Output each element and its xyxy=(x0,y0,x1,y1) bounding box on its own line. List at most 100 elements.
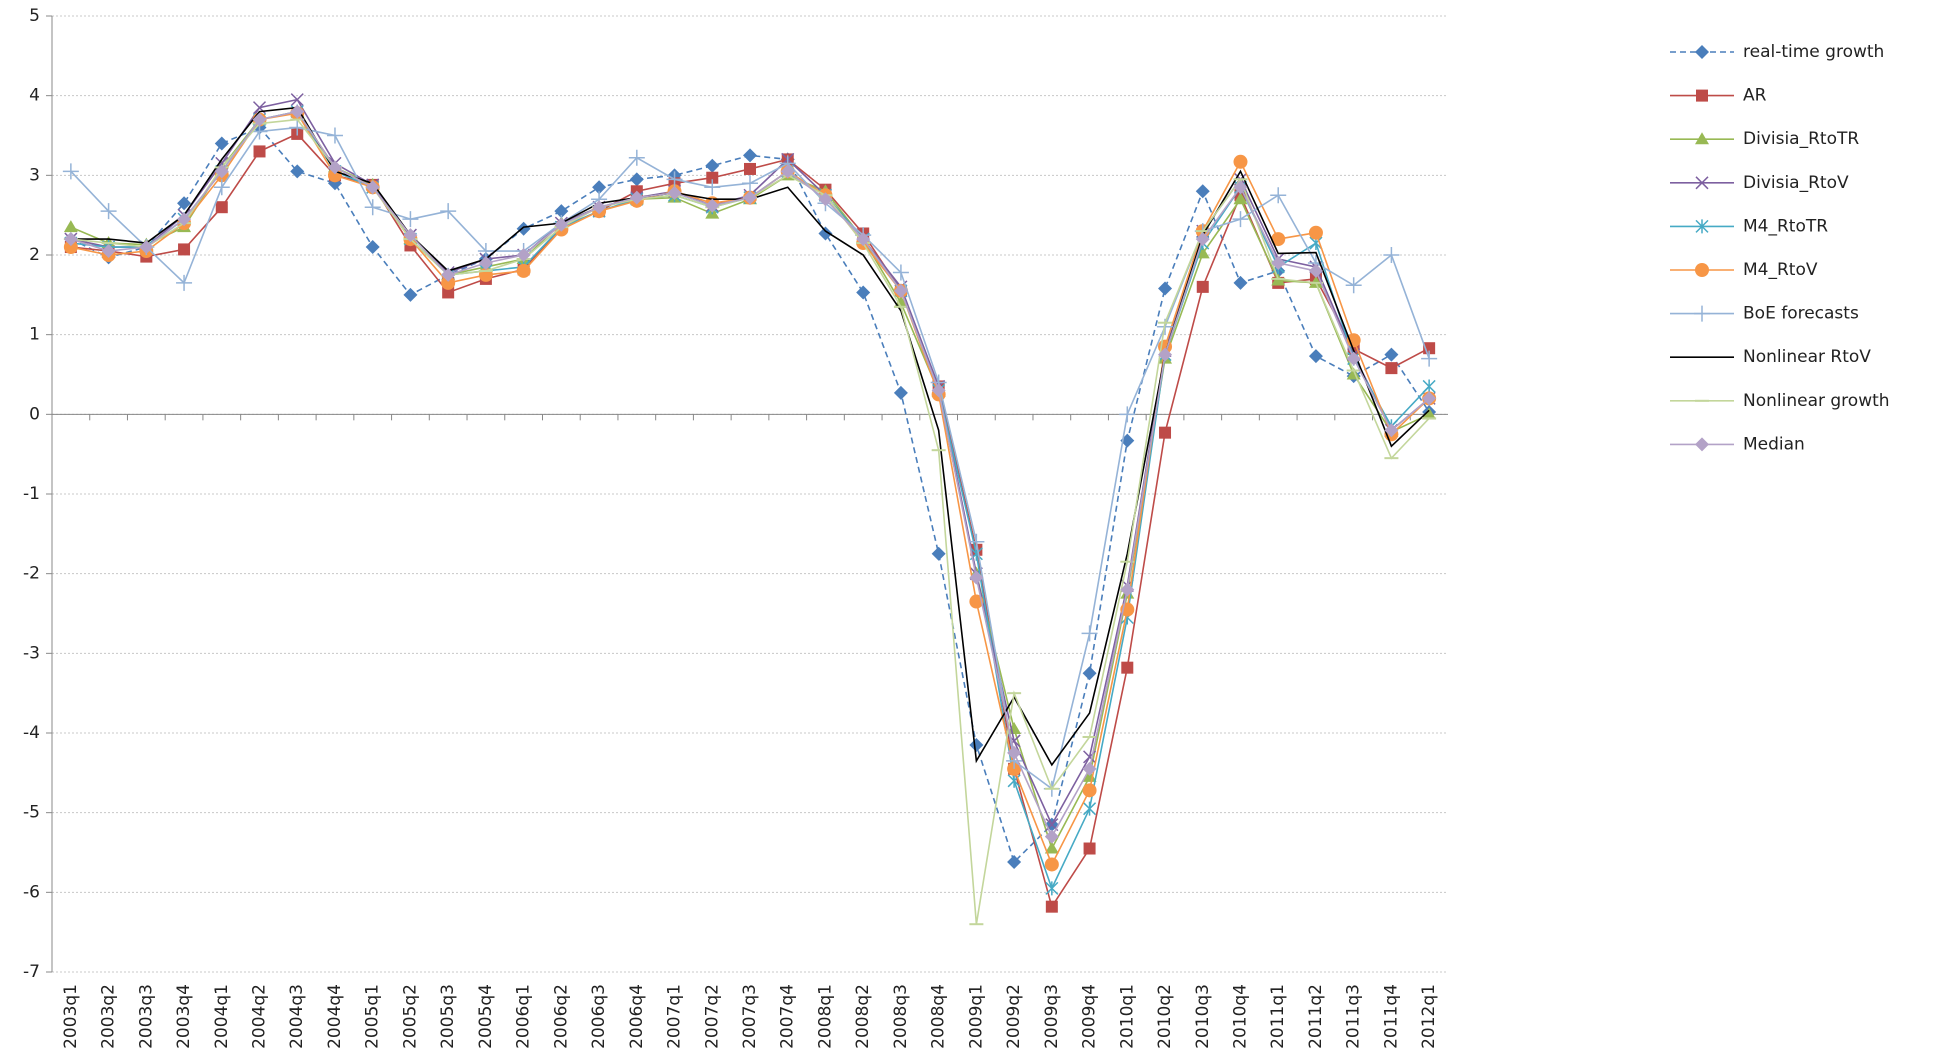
marker xyxy=(1007,773,1021,788)
x-tick-label: 2005q1 xyxy=(363,984,383,1049)
x-tick-label: 2008q1 xyxy=(815,984,835,1049)
x-tick-label: 2009q4 xyxy=(1080,984,1100,1049)
marker xyxy=(440,203,457,220)
x-tick-label: 2006q4 xyxy=(627,984,647,1049)
x-tick-label: 2007q2 xyxy=(702,984,722,1049)
marker xyxy=(931,546,946,561)
marker xyxy=(743,148,757,163)
marker xyxy=(1271,232,1286,247)
marker xyxy=(629,190,644,205)
legend-label: Divisia_RtoTR xyxy=(1743,129,1859,149)
marker xyxy=(516,263,531,278)
x-tick-label: 2010q2 xyxy=(1155,984,1175,1049)
marker xyxy=(1270,187,1287,204)
marker xyxy=(1695,263,1709,277)
marker xyxy=(178,243,191,256)
series-line xyxy=(70,106,1430,767)
x-tick-label: 2003q4 xyxy=(174,984,194,1049)
legend-label: real-time growth xyxy=(1743,42,1884,62)
marker xyxy=(1346,367,1361,380)
marker xyxy=(856,232,871,247)
y-tick-label: 1 xyxy=(29,325,40,345)
marker xyxy=(931,383,946,398)
marker xyxy=(1232,211,1249,228)
series xyxy=(70,106,1430,767)
marker xyxy=(290,164,305,179)
marker xyxy=(63,220,78,233)
legend-label: Nonlinear growth xyxy=(1743,391,1890,411)
y-tick-label: -3 xyxy=(23,643,40,663)
legend-label: M4_RtoTR xyxy=(1743,216,1828,236)
marker xyxy=(403,287,418,302)
marker xyxy=(1083,801,1097,816)
marker xyxy=(1045,900,1058,913)
legend-label: AR xyxy=(1743,86,1767,106)
marker xyxy=(63,232,78,247)
marker xyxy=(253,145,266,158)
marker xyxy=(252,112,267,127)
marker xyxy=(139,240,154,255)
y-tick-label: -5 xyxy=(23,803,40,823)
marker xyxy=(1383,247,1400,263)
x-tick-label: 2005q4 xyxy=(476,984,496,1049)
marker xyxy=(1196,280,1209,293)
marker xyxy=(1083,842,1096,855)
y-tick-label: -1 xyxy=(23,484,40,504)
x-tick-label: 2008q2 xyxy=(853,984,873,1049)
x-tick-label: 2003q1 xyxy=(61,984,81,1049)
series-line xyxy=(70,110,1430,851)
marker xyxy=(1422,407,1437,420)
marker xyxy=(327,160,342,175)
marker xyxy=(705,198,720,213)
x-tick-label: 2009q3 xyxy=(1042,984,1062,1049)
marker xyxy=(1082,666,1097,681)
marker xyxy=(1195,232,1210,247)
marker xyxy=(856,285,871,300)
series xyxy=(63,104,1437,844)
marker xyxy=(1195,184,1210,199)
marker xyxy=(1044,841,1059,854)
marker xyxy=(1044,857,1059,872)
y-tick-label: 5 xyxy=(29,6,40,26)
marker xyxy=(290,104,305,119)
marker xyxy=(1119,406,1136,423)
y-tick-label: 4 xyxy=(29,86,40,106)
marker xyxy=(326,127,343,144)
marker xyxy=(1233,192,1248,205)
series xyxy=(63,104,1437,854)
x-tick-label: 2006q3 xyxy=(589,984,609,1049)
series xyxy=(64,127,1436,913)
marker xyxy=(442,286,455,299)
marker xyxy=(1422,391,1437,406)
marker xyxy=(1271,255,1286,270)
marker xyxy=(215,201,228,214)
y-tick-label: -7 xyxy=(23,962,40,982)
marker xyxy=(177,196,192,211)
series-line xyxy=(70,118,1430,925)
marker xyxy=(1159,426,1172,439)
marker xyxy=(365,180,380,195)
legend-label: BoE forecasts xyxy=(1743,304,1859,324)
series-line xyxy=(70,132,1430,909)
marker xyxy=(892,264,909,281)
marker xyxy=(364,199,381,216)
marker xyxy=(1233,180,1248,195)
marker xyxy=(1346,351,1361,366)
marker xyxy=(592,200,607,215)
marker xyxy=(1158,347,1173,362)
marker xyxy=(818,226,833,241)
series-line xyxy=(70,110,1430,891)
y-tick-label: -2 xyxy=(23,564,40,584)
x-tick-label: 2007q3 xyxy=(740,984,760,1049)
x-tick-label: 2004q3 xyxy=(287,984,307,1049)
x-tick-label: 2010q3 xyxy=(1193,984,1213,1049)
marker xyxy=(1120,582,1135,597)
marker xyxy=(969,737,984,752)
marker xyxy=(1308,263,1323,278)
series xyxy=(63,120,1437,870)
marker xyxy=(818,192,833,207)
marker xyxy=(1308,349,1323,364)
legend-label: Nonlinear RtoV xyxy=(1743,347,1871,367)
